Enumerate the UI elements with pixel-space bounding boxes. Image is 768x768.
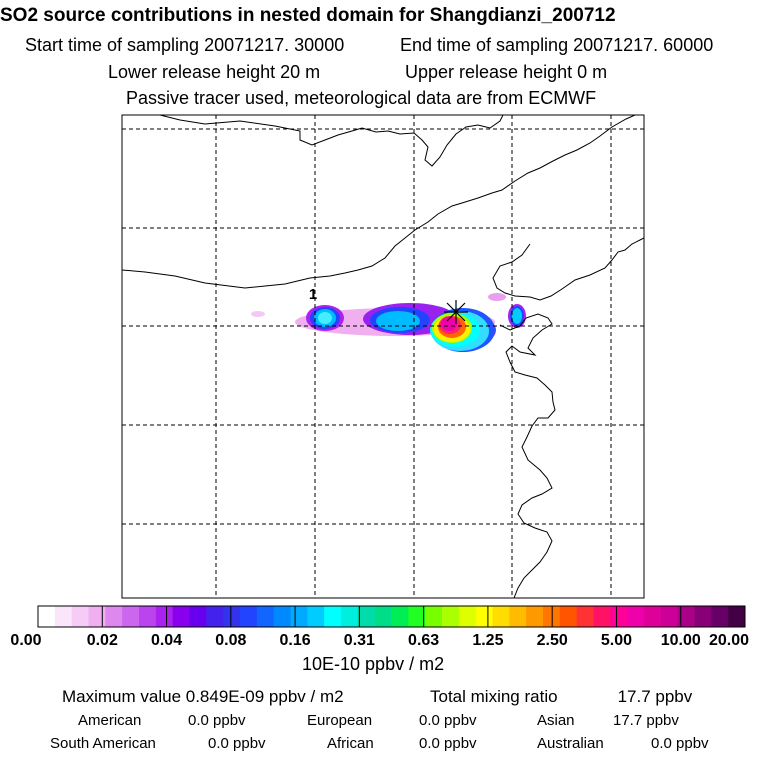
- map-frame: [121, 114, 645, 599]
- colorbar-swatch: [189, 606, 207, 627]
- border-line: [159, 115, 504, 167]
- colorbar-tick-label: 0.08: [215, 632, 247, 649]
- colorbar-outline: [37, 605, 746, 628]
- map-background: [122, 115, 644, 598]
- colorbar-tick-label: 20.00: [708, 632, 750, 649]
- region-name: South American: [50, 735, 156, 752]
- colorbar-swatch: [54, 606, 73, 627]
- colorbar-swatch: [122, 606, 140, 627]
- colorbar-swatch: [105, 606, 123, 627]
- plume-cyan-west: [318, 312, 332, 324]
- colorbar: [37, 605, 746, 628]
- colorbar-swatch: [206, 606, 224, 627]
- colorbar-swatch: [728, 606, 746, 627]
- map-grid: [122, 115, 644, 598]
- colorbar-swatch: [273, 606, 291, 627]
- region-value: 17.7 ppbv: [613, 712, 679, 729]
- region-value: 0.0 ppbv: [419, 712, 477, 729]
- total-mixing-label: Total mixing ratio: [430, 687, 558, 706]
- region-value: 0.0 ppbv: [651, 735, 709, 752]
- plume-magenta-core: [441, 317, 457, 331]
- colorbar-tick-label: 0.00: [10, 632, 42, 649]
- lower-release-height: Lower release height 20 m: [108, 62, 321, 82]
- colorbar-swatch: [38, 606, 56, 627]
- colorbar-swatch: [458, 606, 477, 627]
- colorbar-swatch: [391, 606, 409, 627]
- colorbar-swatch: [155, 606, 174, 627]
- tracer-note: Passive tracer used, meteorological data…: [126, 88, 597, 108]
- colorbar-swatch: [475, 606, 493, 627]
- region-name: American: [78, 712, 142, 729]
- upper-release-height: Upper release height 0 m: [405, 62, 608, 82]
- colorbar-tick-label: 10.00: [660, 632, 701, 649]
- colorbar-swatch: [644, 606, 662, 627]
- colorbar-tick-label: 0.16: [279, 632, 311, 649]
- region-name: European: [307, 712, 373, 729]
- region-name: Asian: [537, 712, 575, 729]
- colorbar-swatch: [88, 606, 106, 627]
- plume-halo-west: [251, 311, 265, 317]
- colorbar-swatch: [256, 606, 275, 627]
- colorbar-swatch: [357, 606, 376, 627]
- chart-title: SO2 source contributions in nested domai…: [0, 5, 616, 26]
- colorbar-swatch: [374, 606, 392, 627]
- colorbar-swatch: [677, 606, 695, 627]
- coastline: [499, 313, 556, 598]
- colorbar-tick-label: 5.00: [600, 632, 633, 649]
- border-line: [122, 115, 636, 289]
- colorbar-swatch: [324, 606, 342, 627]
- colorbar-swatch: [71, 606, 89, 627]
- colorbar-swatch: [172, 606, 190, 627]
- site-marker-label: 1: [309, 286, 317, 303]
- plume-sky-center: [376, 311, 420, 331]
- maximum-value: Maximum value 0.849E-09 ppbv / m2: [62, 687, 344, 706]
- colorbar-swatch: [307, 606, 325, 627]
- colorbar-tick-label: 0.63: [408, 632, 440, 649]
- colorbar-swatch: [442, 606, 460, 627]
- colorbar-swatch: [526, 606, 544, 627]
- colorbar-swatch: [694, 606, 712, 627]
- colorbar-swatch: [240, 606, 258, 627]
- site-star-icon: [444, 300, 468, 324]
- coastline: [492, 237, 644, 301]
- colorbar-swatch: [425, 606, 443, 627]
- region-value: 0.0 ppbv: [419, 735, 477, 752]
- colorbar-swatch: [139, 606, 157, 627]
- colorbar-swatch: [341, 606, 359, 627]
- plume-sky-far-east: [512, 308, 522, 324]
- end-time: End time of sampling 20071217. 60000: [400, 35, 714, 55]
- colorbar-swatch: [492, 606, 510, 627]
- colorbar-swatch: [509, 606, 527, 627]
- total-mixing-value: 17.7 ppbv: [617, 687, 693, 706]
- colorbar-swatch: [593, 606, 611, 627]
- region-name: African: [327, 735, 374, 752]
- colorbar-tick-label: 2.50: [536, 632, 568, 649]
- total-mixing-ratio: Total mixing ratio 17.7 ppbv: [430, 688, 692, 705]
- colorbar-swatch: [660, 606, 679, 627]
- colorbar-tick-label: 0.04: [150, 632, 183, 649]
- region-value: 0.0 ppbv: [208, 735, 266, 752]
- colorbar-swatch: [627, 606, 645, 627]
- colorbar-tick-label: 1.25: [472, 632, 504, 649]
- colorbar-swatch: [223, 606, 241, 627]
- region-name: Australian: [537, 735, 604, 752]
- plume-halo-north: [488, 293, 506, 301]
- region-value: 0.0 ppbv: [188, 712, 246, 729]
- colorbar-unit: 10E-10 ppbv / m2: [302, 654, 445, 674]
- map-boundaries: [122, 115, 644, 598]
- start-time: Start time of sampling 20071217. 30000: [25, 35, 345, 55]
- colorbar-tick-label: 0.02: [86, 632, 118, 649]
- colorbar-swatch: [290, 606, 308, 627]
- colorbar-swatch: [559, 606, 578, 627]
- colorbar-swatch: [711, 606, 729, 627]
- colorbar-tick-label: 0.31: [343, 632, 375, 649]
- colorbar-swatch: [543, 606, 561, 627]
- colorbar-swatch: [576, 606, 594, 627]
- colorbar-swatch: [610, 606, 628, 627]
- colorbar-swatch: [408, 606, 426, 627]
